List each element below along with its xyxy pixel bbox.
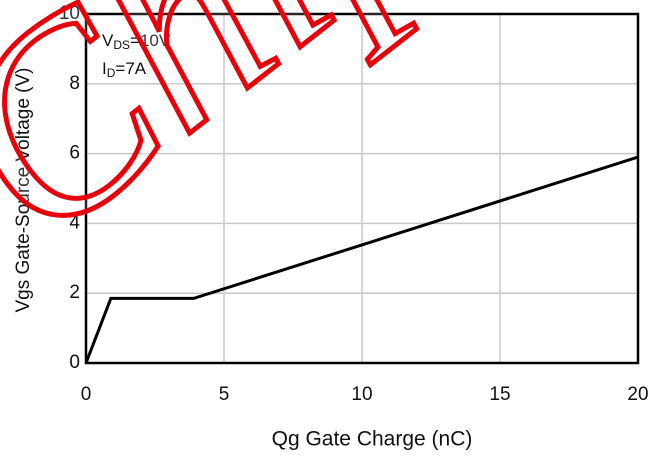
annotation-subscript: DS — [113, 38, 130, 52]
x-tick-label: 5 — [219, 384, 230, 405]
y-tick-label: 10 — [59, 3, 80, 24]
x-tick-label: 10 — [351, 384, 372, 405]
x-tick-label: 15 — [489, 384, 510, 405]
y-axis-label: Vgs Gate-Source Voltage (V) — [13, 67, 34, 312]
x-axis-label: Qg Gate Charge (nC) — [272, 428, 473, 451]
y-tick-label: 8 — [69, 73, 80, 94]
annotation: VDS=10V — [102, 31, 171, 52]
x-tick-label: 20 — [627, 384, 648, 405]
annotation: ID=7A — [102, 59, 147, 80]
y-tick-label: 2 — [69, 282, 80, 303]
plot-frame — [84, 12, 640, 365]
y-tick-label: 0 — [69, 352, 80, 373]
data-line — [84, 155, 639, 364]
annotation-part: I — [102, 59, 107, 78]
annotation-part: V — [102, 31, 114, 50]
y-tick-label: 6 — [69, 143, 80, 164]
x-tick-label: 0 — [81, 384, 92, 405]
annotation-subscript: D — [107, 66, 116, 80]
annotation-part: =10V — [130, 31, 171, 50]
y-tick-label: 4 — [69, 212, 80, 233]
annotation-part: =7A — [115, 59, 146, 78]
watermark: Chip — [0, 0, 490, 297]
